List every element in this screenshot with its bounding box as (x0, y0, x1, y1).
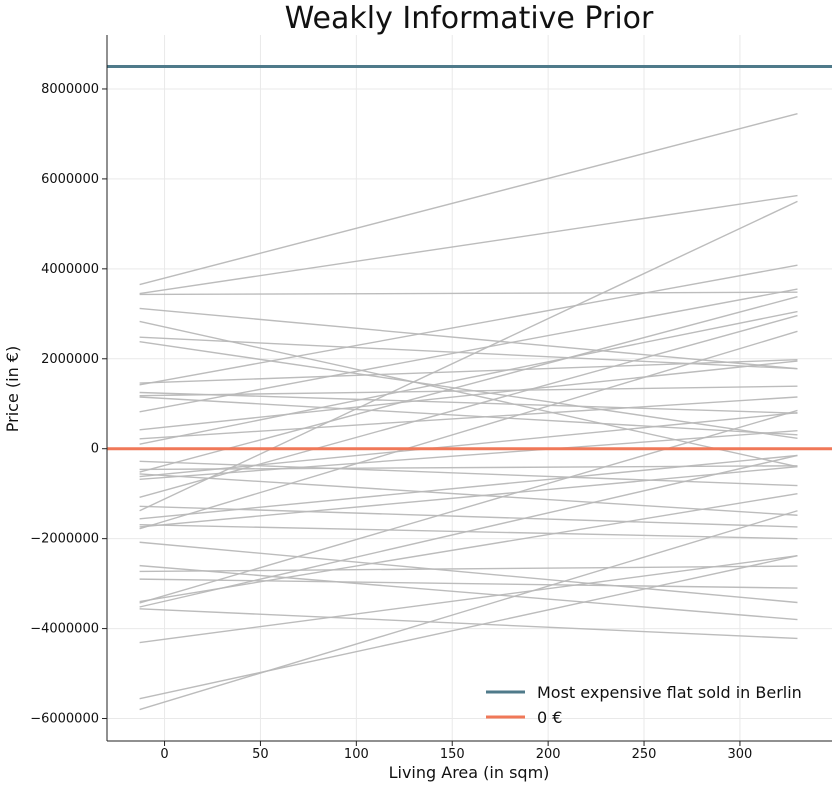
prior-line (139, 578, 798, 589)
prior-line (139, 194, 798, 295)
y-tick-label: 4000000 (41, 262, 99, 277)
prior-line (139, 430, 798, 480)
reference-lines-layer (107, 64, 832, 451)
prior-line (139, 310, 798, 445)
prior-line (139, 454, 798, 608)
prior-line (139, 307, 798, 370)
prior-line (139, 113, 798, 286)
prior-line (139, 555, 798, 644)
prior-line (139, 396, 798, 440)
prior-line (139, 264, 798, 386)
chart-title: Weakly Informative Prior (285, 1, 654, 36)
prior-line (139, 385, 798, 397)
x-tick-label: 200 (536, 747, 561, 762)
x-tick-label: 50 (252, 747, 269, 762)
ticks-layer: 0 50 100 150 200 250 300 −6000000 −4000000 −20000… (30, 82, 752, 762)
prior-line (139, 340, 798, 440)
prior-lines-layer (139, 113, 798, 711)
legend-max-price-label: Most expensive flat sold in Berlin (537, 683, 802, 702)
prior-line (139, 510, 798, 711)
prior-line (139, 541, 798, 604)
x-tick-label: 250 (632, 747, 657, 762)
x-tick-label: 150 (440, 747, 465, 762)
prior-line (139, 473, 798, 516)
prior-line (139, 360, 798, 431)
y-tick-label: 6000000 (41, 172, 99, 187)
prior-line (139, 330, 798, 530)
prior-line (139, 336, 798, 370)
legend-zero-label: 0 € (537, 708, 562, 727)
y-tick-label: −4000000 (30, 622, 99, 637)
prior-line (139, 291, 798, 296)
prior-line (139, 454, 798, 520)
prior-line (139, 409, 798, 604)
y-tick-label: −2000000 (30, 532, 99, 547)
y-tick-label: 0 (91, 442, 99, 457)
prior-line (139, 396, 798, 436)
prior-line (139, 555, 798, 700)
x-tick-label: 0 (160, 747, 168, 762)
y-tick-label: −6000000 (30, 712, 99, 727)
x-tick-label: 300 (728, 747, 753, 762)
prior-line (139, 314, 798, 498)
x-tick-label: 100 (344, 747, 369, 762)
x-axis-label: Living Area (in sqm) (389, 763, 550, 782)
y-tick-label: 2000000 (41, 352, 99, 367)
prior-line (139, 492, 798, 603)
axes-layer (106, 35, 832, 742)
prior-line (139, 288, 798, 413)
prior-line (139, 391, 798, 414)
y-axis-label: Price (in €) (3, 346, 22, 432)
prior-line (139, 608, 798, 640)
prior-line (139, 296, 798, 473)
y-tick-label: 8000000 (41, 82, 99, 97)
prior-line (139, 465, 798, 528)
legend: Most expensive flat sold in Berlin 0 € (486, 683, 802, 727)
prior-line (139, 200, 798, 512)
prior-line (139, 412, 798, 478)
prior-line (139, 564, 798, 621)
prior-line (139, 505, 798, 528)
